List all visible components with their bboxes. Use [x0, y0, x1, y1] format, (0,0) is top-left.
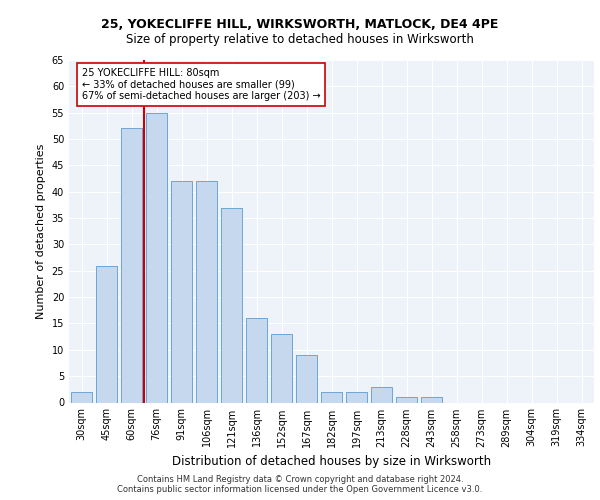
Bar [396, 397, 417, 402]
Bar [246, 318, 267, 402]
Y-axis label: Number of detached properties: Number of detached properties [36, 144, 46, 319]
Bar [221, 208, 242, 402]
Bar [371, 386, 392, 402]
Text: Contains public sector information licensed under the Open Government Licence v3: Contains public sector information licen… [118, 484, 482, 494]
Text: 25, YOKECLIFFE HILL, WIRKSWORTH, MATLOCK, DE4 4PE: 25, YOKECLIFFE HILL, WIRKSWORTH, MATLOCK… [101, 18, 499, 30]
Bar [71, 392, 92, 402]
Bar [146, 112, 167, 403]
Bar [271, 334, 292, 402]
Text: Size of property relative to detached houses in Wirksworth: Size of property relative to detached ho… [126, 32, 474, 46]
Bar [171, 181, 192, 402]
Bar [421, 397, 442, 402]
Bar [296, 355, 317, 403]
Bar [321, 392, 342, 402]
Text: Contains HM Land Registry data © Crown copyright and database right 2024.: Contains HM Land Registry data © Crown c… [137, 475, 463, 484]
Bar [121, 128, 142, 402]
X-axis label: Distribution of detached houses by size in Wirksworth: Distribution of detached houses by size … [172, 455, 491, 468]
Bar [346, 392, 367, 402]
Text: 25 YOKECLIFFE HILL: 80sqm
← 33% of detached houses are smaller (99)
67% of semi-: 25 YOKECLIFFE HILL: 80sqm ← 33% of detac… [82, 68, 320, 101]
Bar [96, 266, 117, 402]
Bar [196, 181, 217, 402]
